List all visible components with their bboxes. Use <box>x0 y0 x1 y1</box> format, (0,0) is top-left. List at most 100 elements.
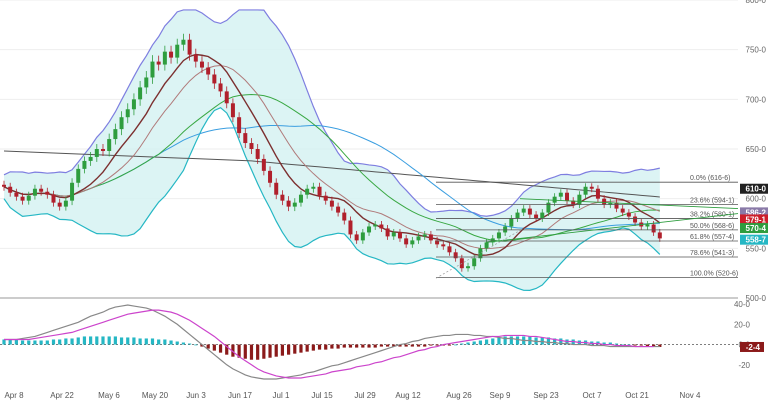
macd-histogram-bar <box>119 337 124 345</box>
macd-histogram-bar <box>497 337 501 345</box>
macd-histogram-bar <box>423 344 427 347</box>
price-axis-tick-label: 500-0 <box>746 294 767 303</box>
candle-body <box>2 184 6 187</box>
price-tag <box>740 214 768 225</box>
candle-body <box>156 61 161 65</box>
candle-body <box>20 196 25 201</box>
bollinger-lower-line <box>3 107 661 291</box>
macd-signal-line <box>4 309 654 379</box>
ma-20-line <box>3 65 660 250</box>
macd-histogram-bar <box>150 338 155 345</box>
macd-histogram-bar <box>608 342 612 345</box>
candle-body <box>280 194 285 201</box>
candle-body <box>472 258 477 267</box>
candle-body <box>651 224 656 233</box>
candle-body <box>249 143 254 149</box>
candle-body <box>397 232 402 239</box>
price-tag-label: 558-7 <box>746 236 767 245</box>
fib-level-label: 23.6% (594-1) <box>690 198 734 205</box>
x-axis-tick-label: Jul 29 <box>354 391 376 400</box>
price-axis-tick-label: 700-0 <box>746 95 767 104</box>
macd-histogram-bar <box>633 344 637 346</box>
candle-body <box>626 212 631 217</box>
macd-histogram-bar <box>293 344 297 354</box>
macd-histogram-bar <box>614 343 619 345</box>
macd-histogram-bar <box>645 344 650 347</box>
macd-histogram-bar <box>274 344 278 357</box>
candle-body <box>119 117 124 130</box>
candle-body <box>577 194 582 205</box>
trend-line <box>485 213 739 243</box>
candle-body <box>633 216 638 223</box>
macd-histogram-bar <box>330 344 334 349</box>
macd-histogram-bar <box>342 344 346 348</box>
x-axis-tick-label: Jul 15 <box>311 391 333 400</box>
macd-histogram-bar <box>305 344 309 352</box>
macd-histogram-bar <box>45 340 49 345</box>
candle-body <box>100 149 105 151</box>
candle-body <box>373 224 378 227</box>
macd-histogram-bar <box>101 336 105 345</box>
macd-histogram-bar <box>89 336 93 345</box>
macd-histogram-bar <box>51 339 56 345</box>
x-axis-tick-label: Oct 21 <box>625 391 649 400</box>
macd-histogram-bar <box>113 336 117 345</box>
macd-histogram-bar <box>95 336 99 345</box>
x-axis-tick-label: Sep 23 <box>533 391 559 400</box>
candle-body <box>521 208 526 213</box>
x-axis-tick-label: Aug 12 <box>395 391 421 400</box>
macd-histogram-bar <box>20 340 25 345</box>
x-axis-tick-label: Jun 17 <box>228 391 253 400</box>
candle-body <box>107 139 112 151</box>
candle-body <box>391 232 396 237</box>
candle-body <box>218 83 223 92</box>
candle-body <box>39 188 44 192</box>
candle-body <box>336 206 341 213</box>
macd-histogram-bar <box>64 338 68 345</box>
price-axis-tick-label: 550-0 <box>746 244 767 253</box>
candle-body <box>175 44 180 58</box>
candle-body <box>478 248 483 259</box>
candle-body <box>14 192 19 197</box>
macd-histogram-bar <box>639 344 643 346</box>
candle-body <box>311 186 316 189</box>
macd-histogram-bar <box>361 344 365 348</box>
candle-body <box>230 103 235 118</box>
macd-histogram-bar <box>515 336 520 345</box>
candle-body <box>354 234 359 241</box>
candle-body <box>32 188 37 196</box>
macd-histogram-bar <box>2 339 6 345</box>
candle-body <box>645 224 650 227</box>
macd-pane <box>0 304 738 380</box>
macd-histogram-bar <box>163 339 167 345</box>
macd-histogram-bar <box>627 344 631 346</box>
macd-histogram-bar <box>286 344 291 355</box>
candle-body <box>131 99 136 110</box>
macd-histogram-bar <box>478 340 482 345</box>
candle-body <box>45 191 50 195</box>
macd-histogram-bar <box>268 344 272 358</box>
candle-body <box>558 192 563 197</box>
fib-level-label: 50.0% (568-6) <box>690 223 734 230</box>
candle-body <box>138 87 143 100</box>
x-axis-tick-label: Sep 9 <box>490 391 511 400</box>
candle-body <box>595 188 600 199</box>
macd-axis-tick-label: 20-0 <box>734 320 751 329</box>
macd-histogram-bar <box>206 344 210 349</box>
candle-body <box>404 238 409 245</box>
candle-body <box>342 212 347 221</box>
candle-body <box>63 200 68 207</box>
x-axis-tick-label: Jun 3 <box>186 391 206 400</box>
candle-body <box>589 186 594 189</box>
macd-histogram-bar <box>311 344 315 351</box>
macd-histogram-bar <box>553 338 557 345</box>
macd-histogram-bar <box>107 336 111 345</box>
candle-body <box>552 196 557 203</box>
candle-body <box>199 61 204 68</box>
macd-histogram-bar <box>299 344 303 353</box>
macd-histogram-bar <box>546 337 551 345</box>
x-axis-tick-label: May 20 <box>142 391 169 400</box>
price-axis-tick-label: 750-0 <box>746 46 767 55</box>
macd-histogram-bar <box>429 344 433 346</box>
candle-body <box>496 232 501 239</box>
